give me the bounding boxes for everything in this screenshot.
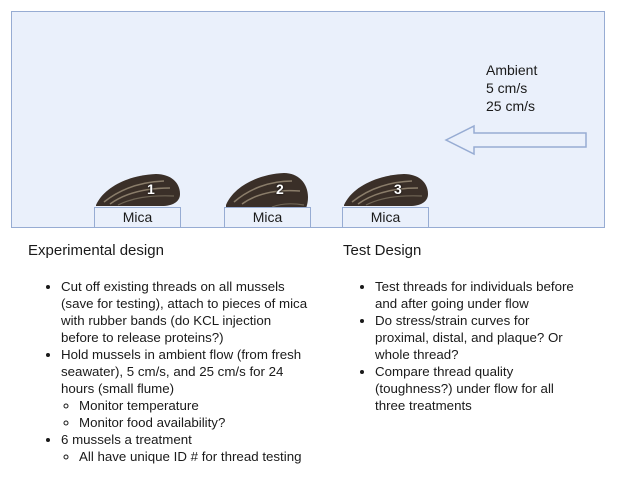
experimental-design-sublist: All have unique ID # for thread testing	[61, 448, 311, 465]
experimental-design-item: Hold mussels in ambient flow (from fresh…	[61, 346, 311, 431]
test-design-heading: Test Design	[343, 242, 422, 259]
flow-condition-5cms: 5 cm/s	[486, 80, 528, 96]
experimental-design-heading: Experimental design	[28, 242, 164, 259]
experimental-design-sublist: Monitor temperature Monitor food availab…	[61, 397, 311, 431]
experimental-design-item: Cut off existing threads on all mussels …	[61, 278, 311, 346]
test-design-item: Do stress/strain curves for proximal, di…	[375, 312, 580, 363]
experimental-design-subitem: Monitor temperature	[79, 397, 311, 414]
flow-condition-25cms: 25 cm/s	[486, 98, 536, 114]
mussel-1-icon	[96, 174, 180, 206]
experimental-design-item: 6 mussels a treatment All have unique ID…	[61, 431, 311, 465]
test-design-item: Compare thread quality (toughness?) unde…	[375, 363, 580, 414]
mussel-number-2: 2	[276, 181, 284, 197]
experimental-design-subitem: Monitor food availability?	[79, 414, 311, 431]
mica-plate-2: Mica	[224, 207, 311, 228]
flow-condition-ambient: Ambient	[486, 62, 538, 78]
test-design-list: Test threads for individuals before and …	[357, 278, 580, 414]
flow-conditions-label: Ambient 5 cm/s 25 cm/s	[486, 61, 537, 115]
experimental-design-list: Cut off existing threads on all mussels …	[43, 278, 311, 465]
test-design-item: Test threads for individuals before and …	[375, 278, 580, 312]
mussel-number-1: 1	[147, 181, 155, 197]
mica-plate-3: Mica	[342, 207, 429, 228]
mussel-3-icon	[344, 174, 428, 206]
experimental-design-subitem: All have unique ID # for thread testing	[79, 448, 311, 465]
mica-plate-1: Mica	[94, 207, 181, 228]
mussel-number-3: 3	[394, 181, 402, 197]
flow-direction-arrow-icon	[444, 124, 587, 156]
